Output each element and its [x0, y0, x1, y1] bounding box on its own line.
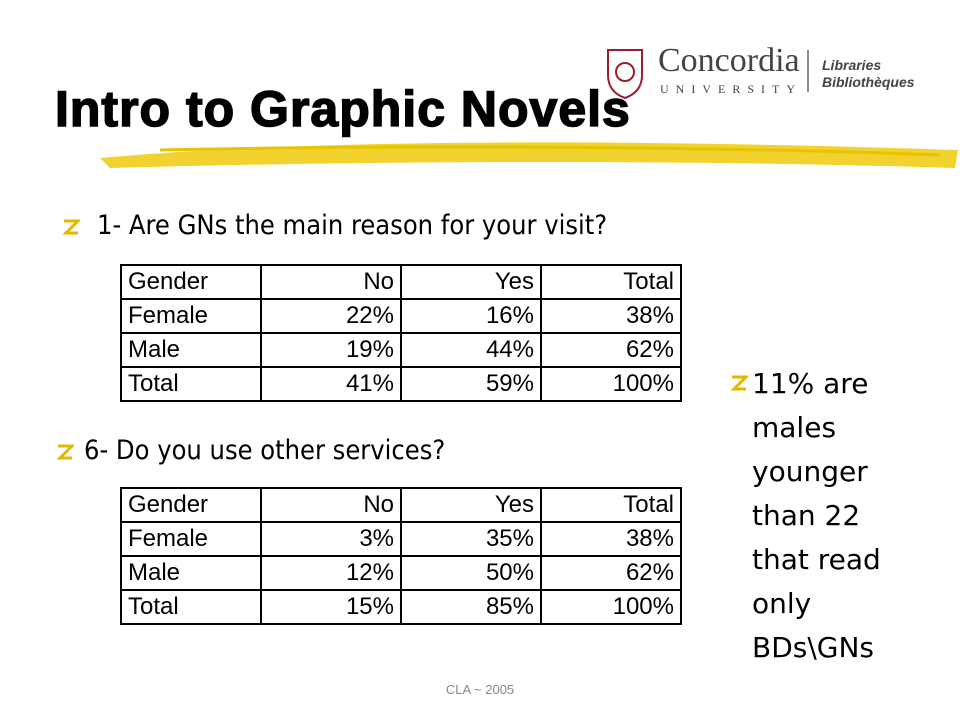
table-row: Female 22% 16% 38% [120, 298, 682, 334]
table-row: Gender No Yes Total [120, 487, 682, 523]
logo-subname: UNIVERSITY [660, 82, 802, 96]
bullet [62, 219, 80, 235]
cell: 59% [400, 366, 542, 402]
logo-line: Bibliothèques [822, 74, 915, 90]
cell: 100% [540, 589, 682, 625]
title: Intro to Graphic Novels [54, 80, 631, 138]
header-cell: Gender [120, 264, 262, 300]
note: 11% are males younger than 22 that read … [752, 367, 881, 664]
table: Gender No Yes Total Female 3% 35% 38% Male 12% 50%… [120, 487, 682, 625]
question: 6- Do you use other services? [84, 435, 446, 466]
cell: 22% [260, 298, 402, 334]
cell: Total [120, 589, 262, 625]
cell: Male [120, 332, 262, 368]
cell: 50% [400, 555, 542, 591]
cell: 38% [540, 521, 682, 557]
question: 1- Are GNs the main reason for your visi… [97, 210, 608, 241]
cell: 38% [540, 298, 682, 334]
logo-line: Libraries [822, 57, 882, 73]
table-row: Male 19% 44% 62% [120, 332, 682, 368]
cell: Male [120, 555, 262, 591]
cell: Total [120, 366, 262, 402]
header-cell: Yes [400, 487, 542, 523]
table-row: Female 3% 35% 38% [120, 521, 682, 557]
logo-name: Concordia [658, 42, 800, 79]
cell: 3% [260, 521, 402, 557]
cell: 15% [260, 589, 402, 625]
cell: 62% [540, 555, 682, 591]
table-row: Total 15% 85% 100% [120, 589, 682, 625]
header-cell: No [260, 487, 402, 523]
cell: 62% [540, 332, 682, 368]
cell: 19% [260, 332, 402, 368]
header-cell: Yes [400, 264, 542, 300]
bullet [56, 444, 74, 460]
cell: 35% [400, 521, 542, 557]
header-cell: No [260, 264, 402, 300]
cell: 16% [400, 298, 542, 334]
footer: CLA ~ 2005 [445, 682, 515, 697]
crest-emblem [615, 62, 635, 82]
cell: Female [120, 521, 262, 557]
table-row: Male 12% 50% 62% [120, 555, 682, 591]
table: Gender No Yes Total Female 22% 16% 38% Male 19% 44… [120, 264, 682, 402]
cell: 100% [540, 366, 682, 402]
brush-detail [159, 145, 941, 157]
cell: 44% [400, 332, 542, 368]
table-row: Total 41% 59% 100% [120, 366, 682, 402]
header-cell: Total [540, 487, 682, 523]
crest [607, 49, 643, 100]
cell: 41% [260, 366, 402, 402]
header-cell: Total [540, 264, 682, 300]
header-cell: Gender [120, 487, 262, 523]
cell: Female [120, 298, 262, 334]
table-row: Gender No Yes Total [120, 264, 682, 300]
bullet [730, 375, 748, 391]
cell: 85% [400, 589, 542, 625]
cell: 12% [260, 555, 402, 591]
